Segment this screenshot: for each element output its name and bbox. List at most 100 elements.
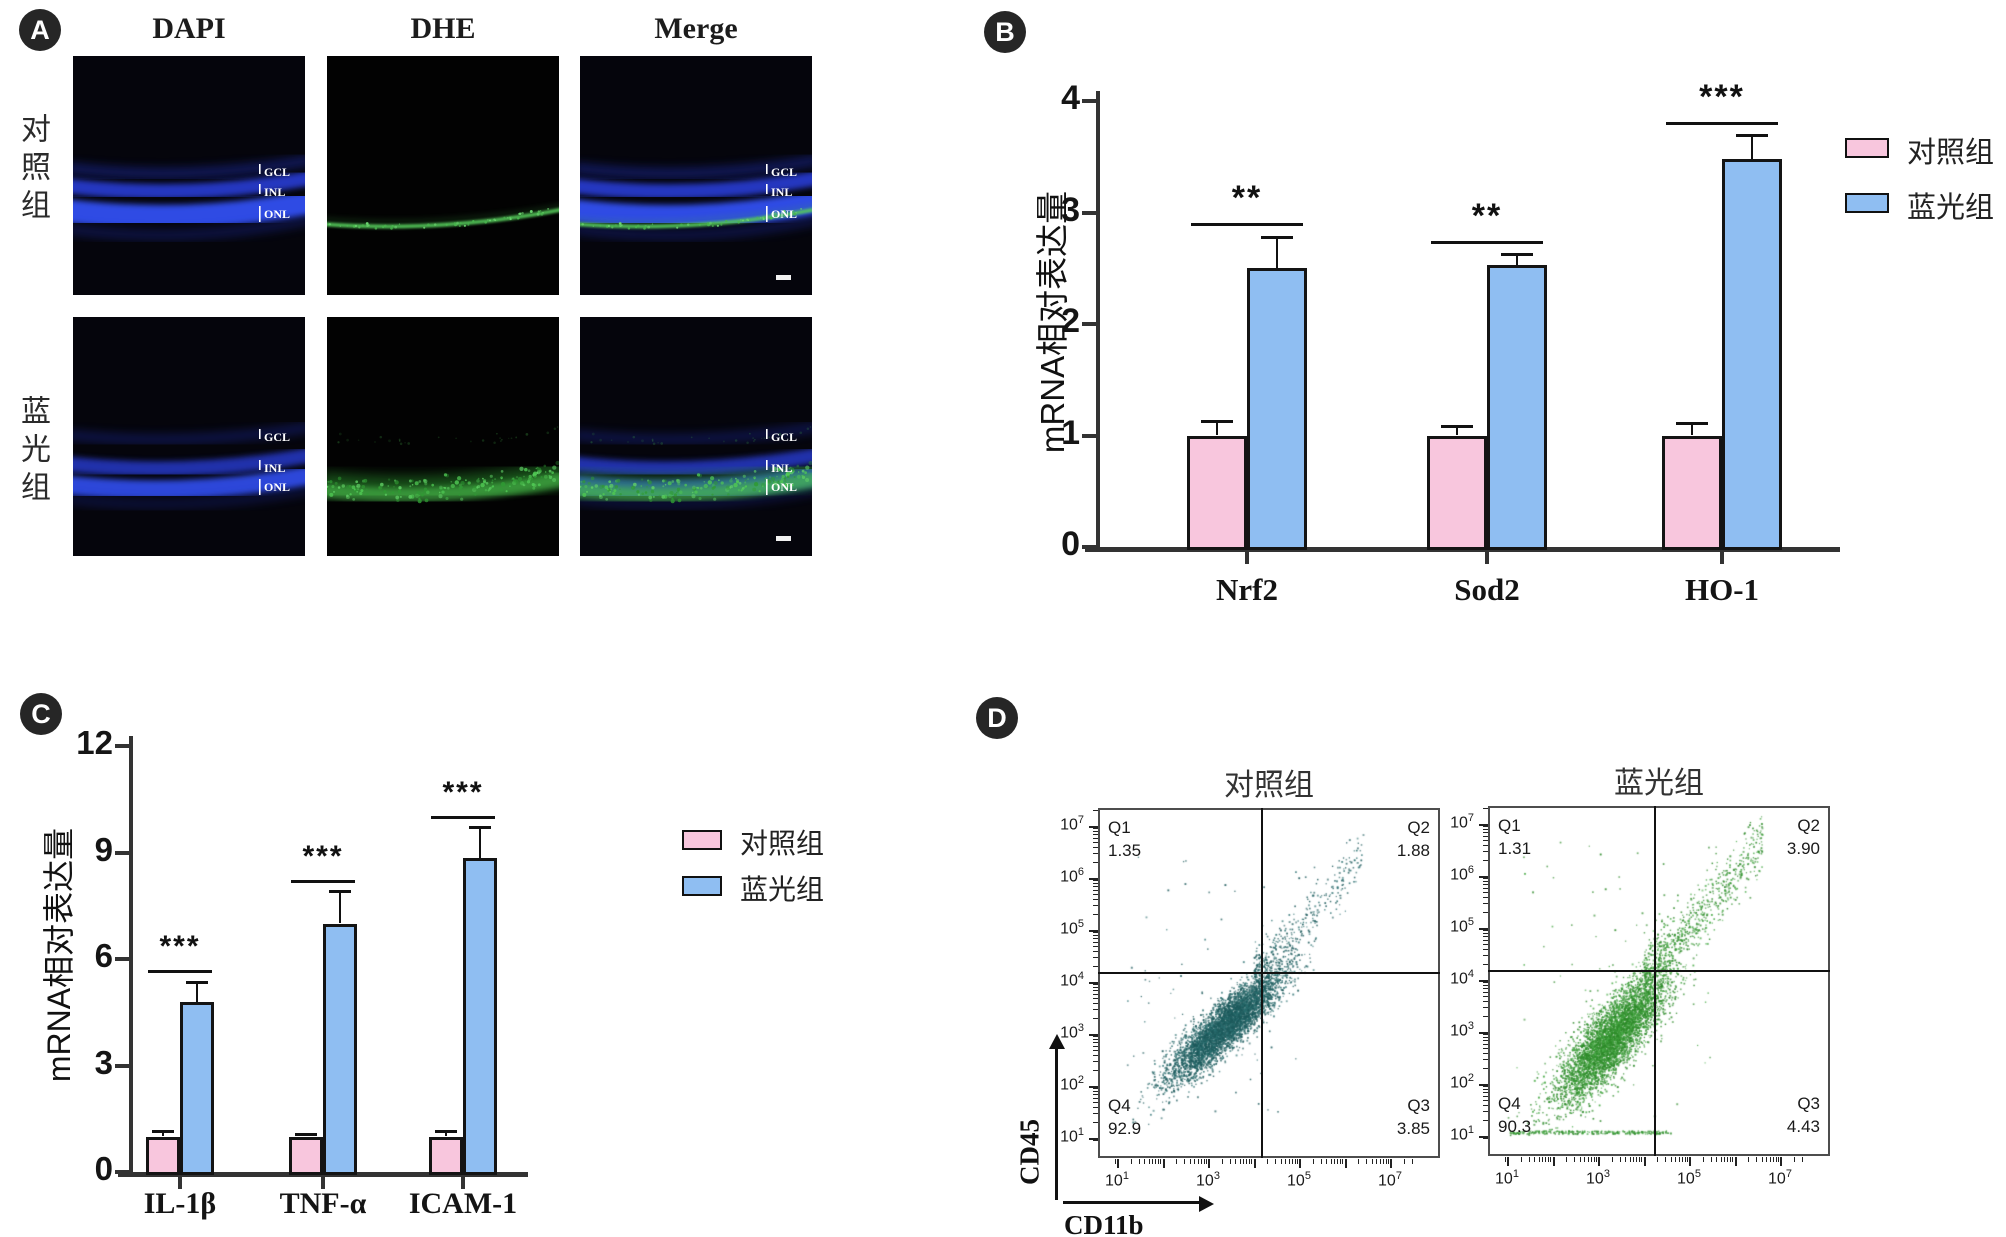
error-bar-cap bbox=[1501, 253, 1533, 257]
y-axis-tick bbox=[1483, 808, 1488, 810]
x-axis-tick bbox=[1358, 1159, 1360, 1164]
x-axis-tick bbox=[1629, 1157, 1631, 1162]
quadrant-name: Q3 bbox=[1407, 1096, 1430, 1115]
panel-a-rowlabel-bluelight: 蓝光组 bbox=[16, 395, 49, 509]
svg-text:ONL: ONL bbox=[771, 480, 797, 494]
y-axis-tick bbox=[1093, 935, 1098, 937]
y-axis-tick bbox=[1483, 948, 1488, 950]
svg-text:INL: INL bbox=[771, 461, 792, 475]
y-axis-line bbox=[1096, 91, 1100, 551]
x-axis-tick bbox=[1249, 1159, 1251, 1164]
panel-a-header-dapi: DAPI bbox=[152, 12, 226, 45]
quadrant-label-q1: Q1 1.35 bbox=[1108, 816, 1258, 862]
flow-plot-title: 对照组 bbox=[1224, 769, 1314, 802]
quadrant-name: Q2 bbox=[1407, 818, 1430, 837]
x-axis-tick bbox=[1734, 1157, 1737, 1166]
y-axis-tick bbox=[1483, 1104, 1488, 1106]
y-axis-tick bbox=[1082, 322, 1097, 326]
cd45-axis-arrowhead-icon bbox=[1049, 1034, 1065, 1049]
x-axis-tick bbox=[1611, 1157, 1613, 1162]
y-axis-tick bbox=[1483, 1043, 1488, 1045]
y-tick-label: 106 bbox=[1450, 864, 1474, 884]
y-tick-label: 107 bbox=[1450, 812, 1474, 832]
y-axis-tick bbox=[1483, 844, 1488, 846]
legend-swatch-bluelight bbox=[682, 876, 722, 896]
x-axis-tick bbox=[1542, 1157, 1544, 1162]
x-axis-tick bbox=[1716, 1157, 1718, 1162]
x-axis-tick bbox=[1730, 1157, 1732, 1162]
y-axis-tick bbox=[1093, 984, 1098, 986]
x-axis-tick bbox=[1732, 1157, 1734, 1162]
error-bar-cap bbox=[1441, 425, 1473, 429]
x-axis-tick bbox=[1756, 1157, 1758, 1162]
y-axis-tick bbox=[1082, 433, 1097, 438]
panel-d-flow-plot-bluelight: 蓝光组 101 103 105 107 101 102 103 104 105 106 107 Q1 1.… bbox=[1428, 748, 1848, 1228]
svg-text:GCL: GCL bbox=[771, 430, 797, 444]
y-tick-label: 105 bbox=[1060, 918, 1084, 938]
bar-control bbox=[1187, 435, 1247, 550]
x-axis-tick bbox=[1775, 1157, 1777, 1162]
quadrant-percentage: 3.90 bbox=[1786, 839, 1820, 858]
cd11b-axis-arrow-line bbox=[1063, 1201, 1201, 1204]
significance-line bbox=[431, 815, 495, 819]
x-axis-tick bbox=[1246, 1159, 1248, 1164]
y-axis-tick bbox=[1483, 985, 1488, 987]
quadrant-label-q2: Q2 1.88 bbox=[1280, 816, 1430, 862]
y-axis-tick bbox=[1483, 933, 1488, 935]
y-axis-tick bbox=[1483, 896, 1488, 898]
y-tick-label: 0 bbox=[94, 1150, 113, 1187]
y-axis-tick bbox=[1093, 990, 1098, 992]
x-axis-tick bbox=[1584, 1157, 1586, 1162]
error-bar-line bbox=[478, 827, 482, 858]
y-tick-label: 104 bbox=[1060, 970, 1084, 990]
x-axis-tick bbox=[1162, 1159, 1165, 1168]
y-axis-tick bbox=[1483, 1000, 1488, 1002]
panel-a-header-merge: Merge bbox=[654, 12, 738, 45]
y-tick-label: 6 bbox=[94, 937, 113, 974]
x-category-tick bbox=[178, 1176, 182, 1189]
panel-b-badge: B bbox=[984, 11, 1026, 53]
y-axis-tick bbox=[1093, 853, 1098, 855]
x-axis-tick bbox=[1285, 1159, 1287, 1164]
error-bar-cap bbox=[435, 1129, 457, 1133]
y-axis-tick bbox=[1089, 930, 1098, 932]
x-tick-label: 101 bbox=[1105, 1170, 1129, 1190]
y-axis-tick bbox=[1483, 884, 1488, 886]
y-tick-label: 106 bbox=[1060, 866, 1084, 886]
x-axis-tick bbox=[1748, 1157, 1750, 1162]
micrograph-image bbox=[319, 317, 568, 556]
y-axis-line bbox=[129, 736, 133, 1176]
y-axis-tick bbox=[1483, 851, 1488, 853]
svg-text:ONL: ONL bbox=[264, 207, 290, 221]
x-category-label: HO-1 bbox=[1684, 572, 1760, 607]
y-axis-tick bbox=[1483, 860, 1488, 862]
y-axis-tick bbox=[1483, 1086, 1488, 1088]
panel-d-badge: D bbox=[976, 697, 1018, 739]
x-axis-tick bbox=[1152, 1159, 1154, 1164]
x-axis-tick bbox=[1296, 1159, 1298, 1164]
x-axis-tick bbox=[1291, 1159, 1293, 1164]
x-axis-tick bbox=[1780, 1157, 1782, 1166]
micrograph-tile-dapi-control: GCL INL ONL bbox=[65, 56, 314, 295]
y-axis-title: mRNA相对表达量 bbox=[41, 827, 77, 1083]
x-axis-tick bbox=[1595, 1157, 1597, 1162]
x-axis-tick bbox=[1579, 1157, 1581, 1162]
y-axis-tick bbox=[1483, 1059, 1488, 1061]
x-axis-tick bbox=[1253, 1159, 1256, 1168]
y-axis-tick bbox=[1093, 1088, 1098, 1090]
y-axis-tick bbox=[1483, 995, 1488, 997]
y-axis-tick bbox=[1093, 1094, 1098, 1096]
x-axis-tick bbox=[1340, 1159, 1342, 1164]
x-category-label: IL-1β bbox=[143, 1187, 217, 1220]
micrograph-tile-merge-control: GCL INL ONL bbox=[572, 56, 821, 295]
x-tick-label: 105 bbox=[1677, 1168, 1701, 1188]
x-axis-tick bbox=[1299, 1159, 1301, 1168]
x-axis-tick bbox=[1545, 1157, 1547, 1162]
y-axis-tick bbox=[1093, 997, 1098, 999]
error-bar-cap bbox=[1736, 134, 1768, 138]
legend-label-control: 对照组 bbox=[740, 827, 825, 859]
y-axis-tick bbox=[1483, 1037, 1488, 1039]
y-axis-tick bbox=[1483, 955, 1488, 957]
y-tick-label: 3 bbox=[1061, 190, 1080, 229]
quadrant-percentage: 1.88 bbox=[1396, 841, 1430, 860]
